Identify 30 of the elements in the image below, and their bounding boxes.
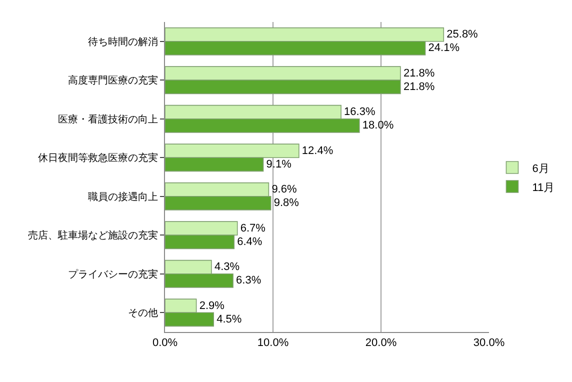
data-label: 9.8% [274,197,300,210]
data-label: 9.1% [266,158,292,170]
x-tick-label: 30.0% [473,337,505,350]
data-label: 16.3% [344,106,376,118]
y-tick-label: 休日夜間等救急医療の充実 [38,152,158,164]
y-tick-label: 職員の接遇向上 [88,190,158,203]
data-label: 2.9% [199,300,225,312]
data-label: 12.4% [302,144,334,157]
y-tick-label: 医療・看護技術の向上 [58,113,158,126]
data-label: 21.8% [403,80,435,93]
y-tick-label: プライバシーの充実 [68,268,158,280]
x-tick-label: 10.0% [257,337,289,350]
data-label: 25.8% [446,28,478,41]
data-label: 4.5% [216,313,242,326]
y-tick-label: その他 [128,307,158,320]
data-label: 6.7% [240,222,266,234]
legend-label: 6月 [532,162,550,175]
y-tick-label: 高度専門医療の充実 [68,74,158,87]
y-tick-label: 待ち時間の解消 [88,36,158,48]
data-label: 24.1% [428,42,460,54]
x-tick-label: 20.0% [365,337,397,350]
data-label: 18.0% [362,120,394,132]
legend-label: 11月 [532,182,555,194]
y-tick-label: 売店、駐車場など施設の充実 [28,230,158,242]
data-label: 6.3% [236,274,262,287]
x-tick-label: 0.0% [152,337,178,350]
data-label: 4.3% [214,261,240,274]
data-label: 9.6% [272,184,297,196]
data-label: 6.4% [237,236,262,248]
data-label: 21.8% [403,67,435,80]
